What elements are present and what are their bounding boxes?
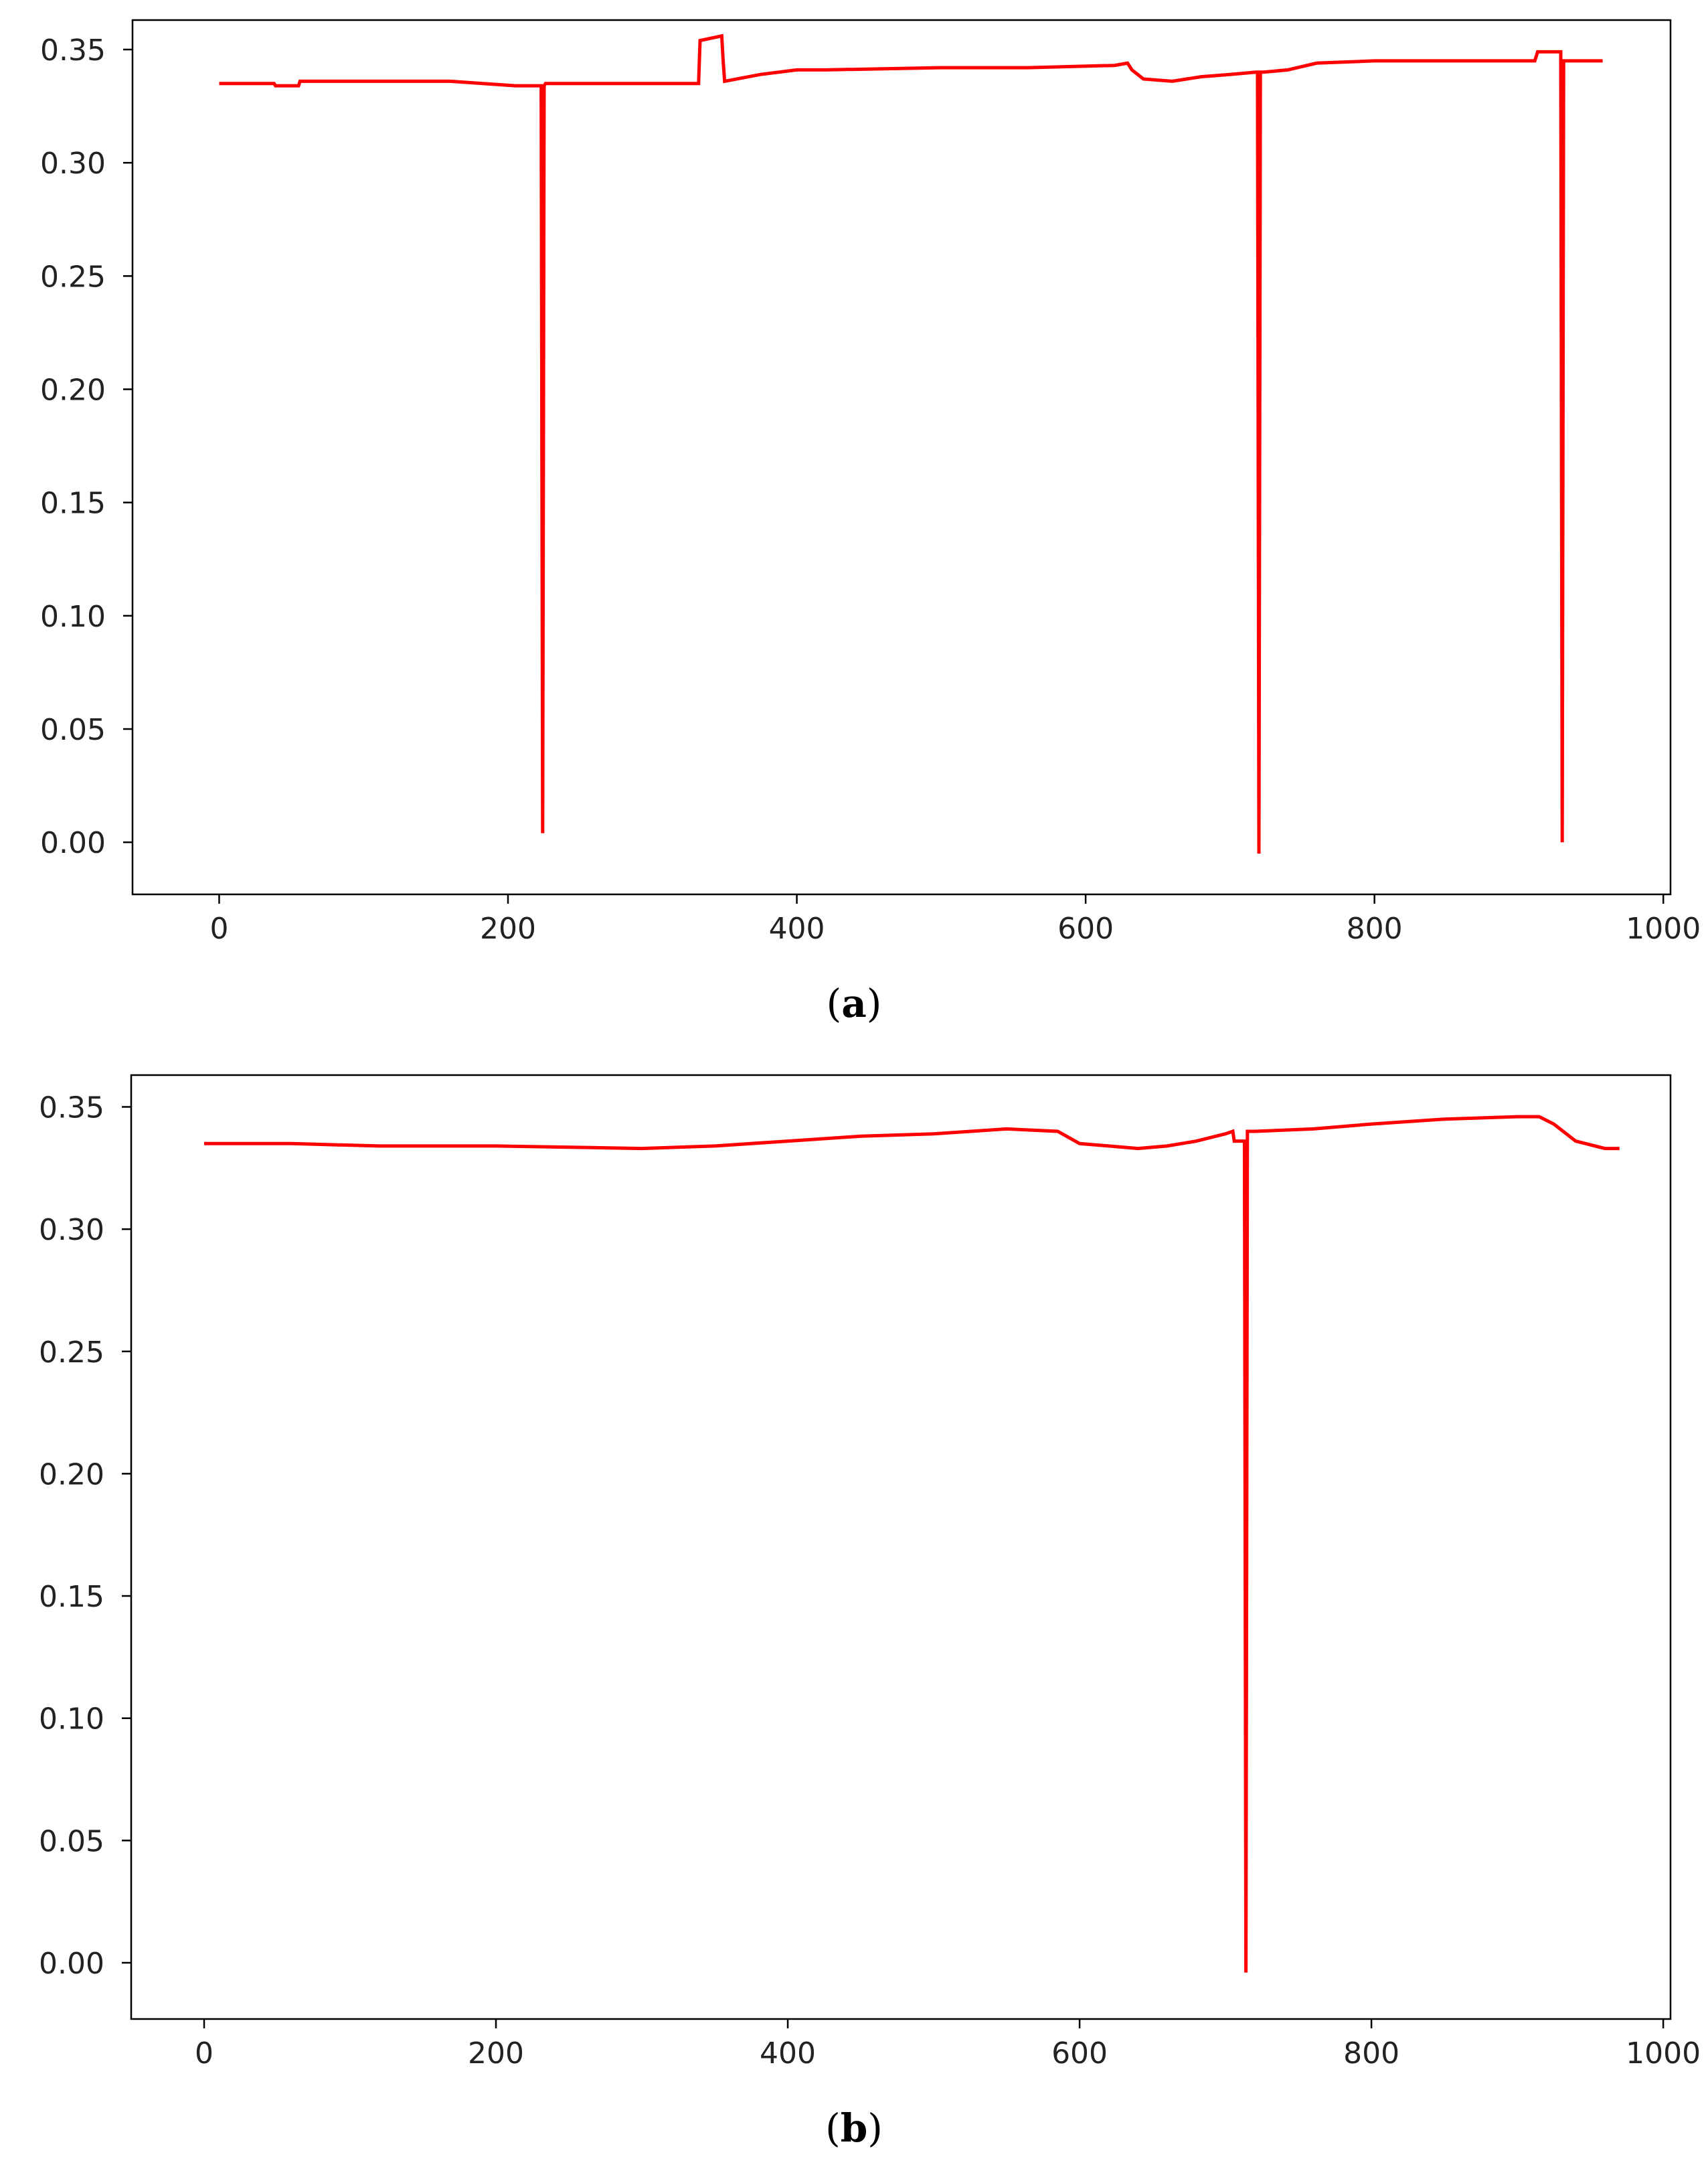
panel-caption-a: (a) [826,981,882,1026]
y-tick-label: 0.15 [40,487,106,521]
x-tick-label: 600 [1051,2036,1108,2071]
x-tick-label: 800 [1347,912,1403,946]
plot-frame [130,1074,1672,2020]
y-tick-label: 0.00 [39,1947,104,1981]
x-tick-label: 200 [480,912,536,946]
y-tick-label: 0.35 [40,33,106,68]
x-tick-label: 0 [195,2036,214,2071]
y-tick-label: 0.10 [39,1702,104,1737]
plot-frame [131,19,1672,896]
y-tick-label: 0.15 [39,1580,104,1614]
panel-label-a: a [841,981,867,1026]
panel-label-b: b [840,2105,868,2151]
x-tick-label: 400 [760,2036,816,2071]
y-tick-label: 0.00 [40,826,106,860]
x-tick-label: 0 [209,912,228,946]
y-tick-label: 0.20 [39,1457,104,1491]
series-line [219,33,1603,854]
y-tick-label: 0.25 [40,260,106,294]
x-tick-label: 200 [468,2036,524,2071]
y-tick-label: 0.05 [40,713,106,747]
x-tick-label: 400 [769,912,825,946]
y-tick-label: 0.25 [39,1336,104,1370]
x-tick-label: 800 [1343,2036,1399,2071]
y-tick-label: 0.30 [39,1213,104,1247]
series-line [204,1115,1620,1973]
y-tick-label: 0.30 [40,147,106,181]
chart-panel-a: 0 200 400 600 800 1000 0.00 0.05 0.10 0.15 0.20 0.2… [0,0,1708,1044]
x-tick-label: 600 [1057,912,1114,946]
chart-panel-b: 0 200 400 600 800 1000 0.00 0.05 0.10 0.15 0.20 0.2… [0,1044,1708,2179]
y-tick-label: 0.20 [40,373,106,407]
y-tick-label: 0.10 [40,600,106,634]
chart-b: 0 200 400 600 800 1000 0.00 0.05 0.10 0.15 0.20 0.2… [39,1074,1701,2071]
x-tick-label: 1000 [1626,912,1701,946]
y-tick-label: 0.05 [39,1824,104,1858]
chart-a: 0 200 400 600 800 1000 0.00 0.05 0.10 0.15 0.20 0.2… [40,19,1701,946]
y-tick-label: 0.35 [39,1091,104,1125]
panel-caption-b: (b) [825,2105,883,2151]
x-tick-label: 1000 [1626,2036,1701,2071]
